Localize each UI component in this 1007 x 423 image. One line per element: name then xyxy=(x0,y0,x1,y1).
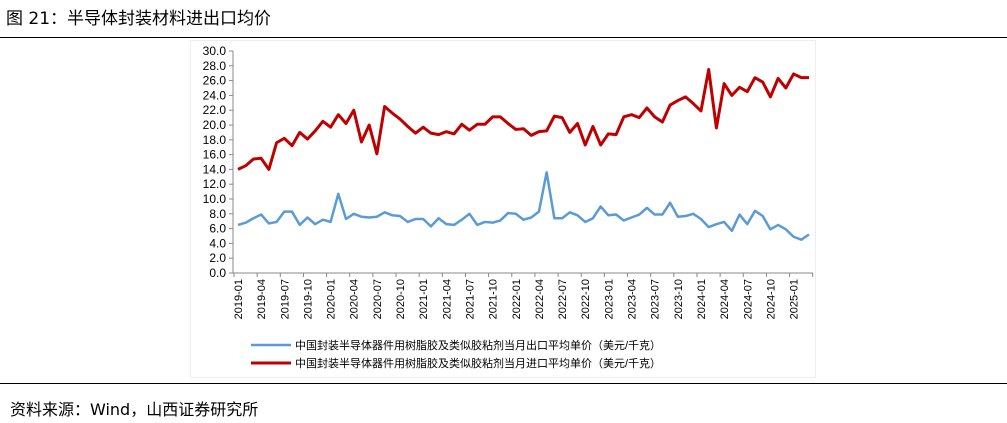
y-tick-label: 18.0 xyxy=(203,133,227,147)
x-tick-label: 2022-07 xyxy=(557,279,569,319)
x-tick-label: 2024-10 xyxy=(765,279,777,319)
y-tick-label: 6.0 xyxy=(209,222,226,236)
x-tick-label: 2022-01 xyxy=(511,279,523,319)
y-tick-label: 12.0 xyxy=(203,177,227,191)
x-tick-label: 2020-10 xyxy=(395,279,407,319)
import-price-line xyxy=(237,68,809,171)
y-tick-label: 14.0 xyxy=(203,162,227,176)
y-tick-label: 10.0 xyxy=(203,192,227,206)
x-tick-label: 2021-07 xyxy=(464,279,476,319)
x-tick-label: 2023-04 xyxy=(627,279,639,319)
x-tick-label: 2020-04 xyxy=(349,279,361,319)
y-tick-label: 26.0 xyxy=(203,74,227,88)
x-tick-label: 2023-07 xyxy=(650,279,662,319)
x-tick-label: 2025-01 xyxy=(789,279,801,319)
x-tick-label: 2021-01 xyxy=(418,279,430,319)
x-tick-label: 2019-07 xyxy=(279,279,291,319)
x-tick-label: 2020-01 xyxy=(326,279,338,319)
line-chart: 0.02.04.06.08.010.012.014.016.018.020.02… xyxy=(203,44,814,370)
legend-label: 中国封装半导体器件用树脂胶及类似胶粘剂当月出口平均单价（美元/千克） xyxy=(295,338,661,352)
x-tick-label: 2023-10 xyxy=(673,279,685,319)
x-tick-label: 2024-01 xyxy=(696,279,708,319)
y-tick-label: 20.0 xyxy=(203,118,227,132)
x-tick-label: 2024-04 xyxy=(719,279,731,319)
source-note: 资料来源：Wind，山西证券研究所 xyxy=(10,400,259,419)
x-tick-label: 2021-10 xyxy=(488,279,500,319)
x-tick-label: 2019-10 xyxy=(302,279,314,319)
x-tick-label: 2021-04 xyxy=(441,279,453,319)
export-price-line xyxy=(237,171,810,241)
top-rule xyxy=(0,37,1007,38)
y-tick-label: 24.0 xyxy=(203,88,227,102)
y-tick-label: 30.0 xyxy=(203,44,227,58)
x-tick-label: 2019-01 xyxy=(233,279,245,319)
y-tick-label: 2.0 xyxy=(209,251,226,265)
chart-container: 0.0 2.0 4.0 6.0 8.0 10.0 12.0 14.0 16.0 18.0 20.0 2… xyxy=(190,40,816,378)
y-tick-label: 16.0 xyxy=(203,148,227,162)
bottom-rule xyxy=(0,383,1007,384)
y-tick-label: 8.0 xyxy=(209,207,226,221)
y-tick-label: 4.0 xyxy=(209,236,226,250)
x-tick-label: 2022-04 xyxy=(534,279,546,319)
figure-title: 图 21：半导体封装材料进出口均价 xyxy=(6,9,272,29)
x-tick-label: 2024-07 xyxy=(742,279,754,319)
x-tick-label: 2022-10 xyxy=(580,279,592,319)
y-tick-label: 28.0 xyxy=(203,59,227,73)
legend-label: 中国封装半导体器件用树脂胶及类似胶粘剂当月进口平均单价（美元/千克） xyxy=(295,356,661,370)
x-tick-label: 2023-01 xyxy=(603,279,615,319)
x-tick-label: 2019-04 xyxy=(256,279,268,319)
x-tick-label: 2020-07 xyxy=(372,279,384,319)
y-tick-label: 22.0 xyxy=(203,103,227,117)
y-tick-label: 0.0 xyxy=(209,266,226,280)
